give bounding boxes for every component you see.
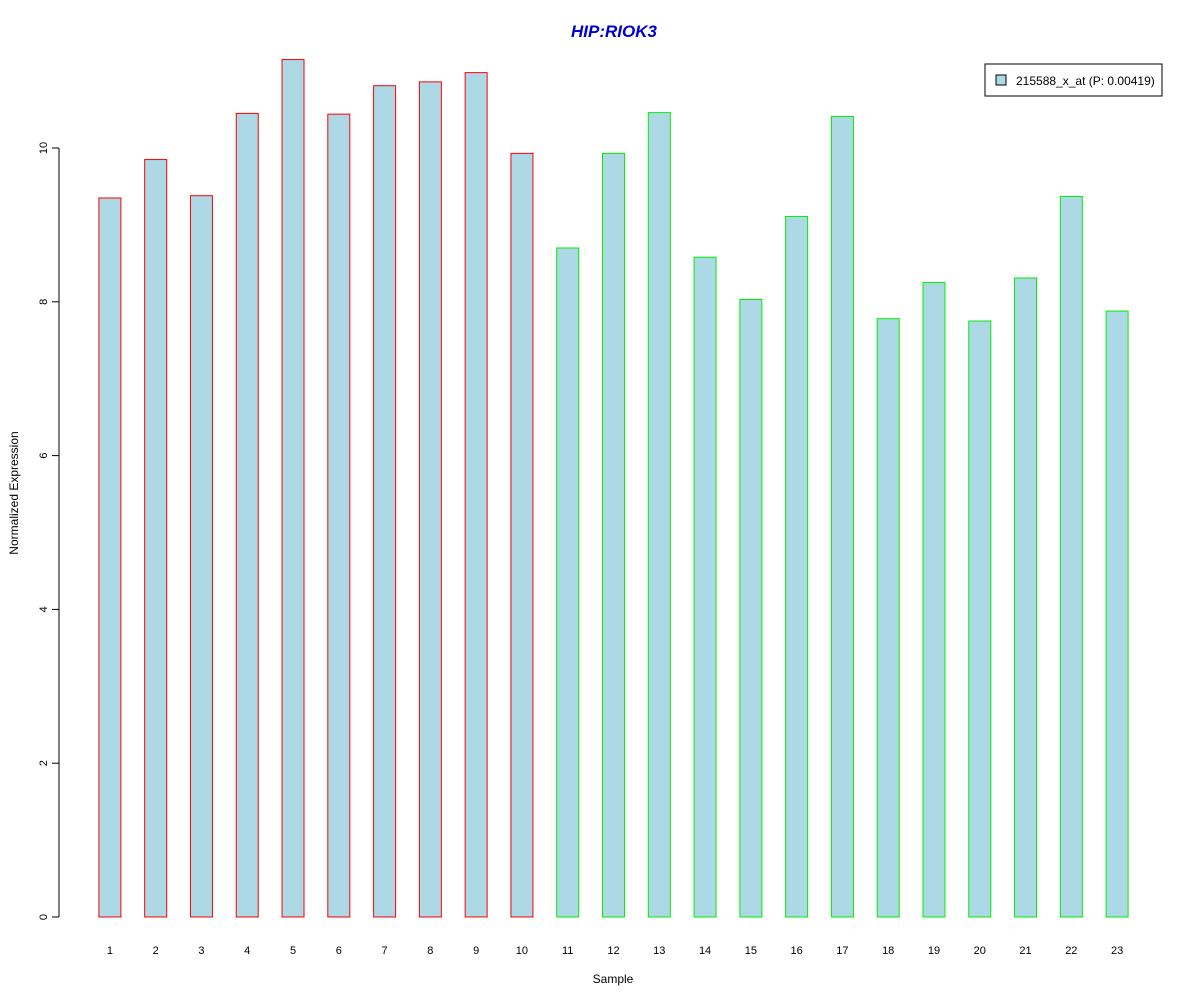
bar-sample-2 (144, 159, 168, 918)
bar-sample-7 (373, 85, 397, 918)
x-tick-label: 15 (745, 945, 757, 957)
x-tick-label: 17 (836, 945, 848, 957)
bar-sample-10 (510, 152, 534, 918)
x-tick-label: 1 (107, 945, 113, 957)
x-tick-label: 22 (1065, 945, 1077, 957)
x-tick-label: 11 (562, 945, 573, 957)
x-tick-label: 3 (198, 945, 204, 957)
y-axis: 0 2 4 6 8 10 (38, 142, 60, 920)
x-tick-label: 10 (516, 945, 528, 957)
x-tick-label: 8 (427, 945, 433, 957)
bar-sample-16 (785, 215, 809, 918)
x-tick-label: 19 (928, 945, 940, 957)
bar-sample-18 (876, 318, 900, 918)
x-tick-label: 9 (473, 945, 479, 957)
y-axis-title: Normalized Expression (7, 431, 21, 554)
y-tick-label: 0 (38, 914, 50, 920)
y-tick-label: 10 (38, 142, 50, 154)
bar-sample-12 (602, 152, 625, 918)
x-tick-labels: 1 2 3 4 5 6 7 8 9 10 11 12 13 14 15 16 17 18 19 20 21 22 23 (107, 945, 1123, 957)
bars-group (98, 59, 1129, 918)
y-tick-label: 6 (38, 453, 50, 459)
bar-sample-20 (968, 320, 992, 918)
bar-sample-14 (693, 256, 717, 918)
bar-sample-19 (922, 282, 946, 918)
y-tick-label: 8 (38, 299, 50, 305)
legend: 215588_x_at (P: 0.00419) (984, 63, 1163, 97)
x-tick-label: 7 (382, 945, 388, 957)
bar-sample-6 (327, 113, 351, 918)
x-tick-label: 6 (336, 945, 342, 957)
bar-sample-9 (464, 72, 488, 918)
x-tick-label: 16 (791, 945, 803, 957)
bar-sample-5 (281, 59, 305, 918)
legend-swatch (995, 74, 1007, 86)
bar-sample-21 (1014, 277, 1038, 918)
legend-label: 215588_x_at (P: 0.00419) (1016, 74, 1155, 88)
legend-box (984, 63, 1163, 97)
x-tick-label: 12 (607, 945, 619, 957)
y-tick-label: 2 (38, 760, 50, 766)
x-tick-label: 5 (290, 945, 296, 957)
x-tick-label: 13 (653, 945, 665, 957)
x-tick-label: 4 (244, 945, 250, 957)
bar-sample-17 (830, 115, 854, 918)
bar-sample-23 (1105, 310, 1129, 918)
bar-sample-22 (1059, 195, 1083, 918)
bar-sample-3 (189, 195, 213, 918)
bar-sample-1 (98, 197, 122, 918)
bar-sample-15 (739, 298, 763, 918)
x-tick-label: 20 (974, 945, 986, 957)
x-tick-label: 2 (153, 945, 159, 957)
bar-sample-4 (235, 112, 259, 918)
x-axis-title: Sample (593, 972, 634, 986)
chart-title: HIP:RIOK3 (571, 22, 658, 41)
x-tick-label: 18 (882, 945, 894, 957)
y-tick-label: 4 (38, 606, 50, 612)
x-tick-label: 14 (699, 945, 711, 957)
bar-sample-13 (647, 112, 671, 918)
x-tick-label: 21 (1019, 945, 1031, 957)
bar-sample-8 (418, 81, 442, 918)
x-tick-label: 23 (1111, 945, 1123, 957)
bar-sample-11 (556, 247, 580, 918)
